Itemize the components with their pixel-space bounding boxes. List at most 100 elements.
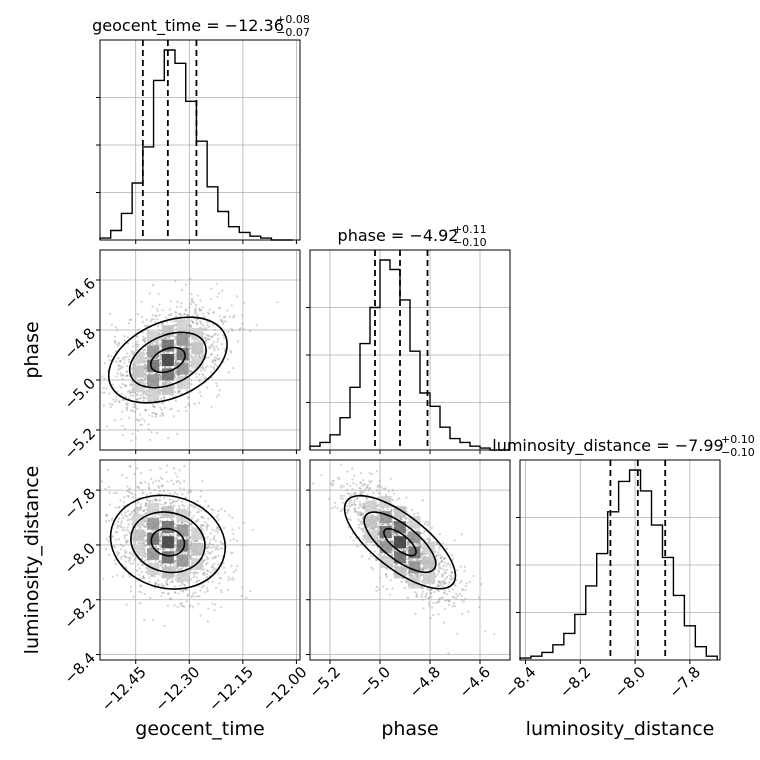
scatter-point (415, 558, 418, 561)
scatter-point (160, 594, 163, 597)
scatter-point (168, 533, 171, 536)
scatter-point (151, 415, 154, 418)
scatter-point (410, 558, 413, 562)
scatter-point (170, 597, 173, 600)
scatter-point (150, 317, 153, 321)
scatter-point (440, 575, 444, 578)
scatter-point (226, 588, 229, 591)
scatter-point (136, 429, 140, 432)
x-axis-label-geocent_time: geocent_time (135, 718, 264, 740)
scatter-point (134, 557, 137, 560)
scatter-point (195, 318, 199, 321)
scatter-point (368, 527, 371, 531)
scatter-point (206, 338, 209, 341)
scatter-point (166, 583, 169, 586)
scatter-point (116, 372, 119, 375)
scatter-point (493, 633, 496, 636)
scatter-point (121, 357, 125, 360)
density-cell (161, 354, 174, 366)
scatter-point (194, 591, 197, 594)
scatter-point (191, 595, 194, 598)
scatter-point (173, 335, 177, 338)
scatter-point (443, 607, 446, 610)
scatter-point (421, 556, 424, 559)
scatter-point (207, 517, 210, 520)
contour-inner (150, 527, 186, 557)
scatter-point (161, 549, 164, 552)
scatter-point (377, 526, 380, 529)
scatter-point (141, 417, 144, 420)
scatter-point (155, 315, 158, 318)
scatter-point (420, 546, 424, 549)
scatter-point (430, 526, 433, 530)
x-tick-label-geocent_time: −12.45 (98, 663, 150, 715)
scatter-point (174, 559, 177, 562)
scatter-point (151, 574, 154, 578)
scatter-point (404, 533, 407, 536)
scatter-point (184, 283, 187, 286)
scatter-point (217, 509, 220, 513)
panel-frame (309, 459, 511, 661)
scatter-point (184, 309, 188, 312)
scatter-point (185, 588, 188, 591)
scatter-point (362, 529, 365, 532)
scatter-point (144, 366, 147, 369)
density-cell (365, 515, 378, 528)
scatter-point (155, 499, 158, 502)
scatter-point (155, 356, 158, 360)
scatter-point (145, 318, 148, 321)
scatter-point (414, 612, 417, 616)
scatter-point (137, 328, 140, 331)
scatter-point (439, 556, 442, 559)
scatter-point (220, 319, 223, 322)
scatter-point (158, 498, 161, 501)
scatter-point (113, 340, 117, 343)
scatter-point (194, 595, 197, 598)
scatter-point (205, 326, 208, 329)
contour-middle (130, 511, 206, 574)
scatter-point (222, 316, 225, 319)
density-panel-phase-vs-geocent_time (96, 249, 301, 454)
scatter-point (381, 585, 385, 588)
scatter-point (128, 318, 131, 321)
scatter-point (170, 312, 173, 316)
scatter-point (130, 367, 133, 370)
scatter-point (170, 319, 173, 322)
scatter-point (437, 580, 440, 583)
scatter-point (207, 337, 210, 340)
scatter-point (445, 564, 448, 567)
scatter-point (132, 496, 135, 499)
scatter-point (118, 342, 121, 345)
scatter-point (154, 412, 158, 415)
scatter-point (130, 439, 133, 442)
scatter-point (174, 363, 177, 366)
scatter-point (214, 555, 217, 558)
scatter-point (198, 373, 201, 376)
scatter-point (158, 539, 161, 542)
scatter-point (174, 545, 177, 548)
scatter-point (114, 342, 117, 345)
scatter-point (139, 584, 142, 587)
scatter-point (191, 320, 194, 323)
scatter-point (362, 506, 365, 510)
scatter-point (144, 534, 147, 537)
scatter-point (179, 305, 182, 308)
scatter-point (131, 432, 134, 435)
scatter-point (179, 345, 182, 348)
scatter-point (169, 502, 172, 505)
scatter-point (173, 604, 176, 607)
scatter-point (114, 395, 118, 398)
scatter-point (444, 571, 447, 574)
scatter-point (174, 343, 177, 346)
scatter-point (170, 534, 173, 537)
scatter-point (168, 492, 171, 495)
scatter-point (158, 354, 162, 357)
scatter-point (203, 376, 206, 379)
contour-middle (363, 511, 437, 574)
scatter-point (451, 553, 454, 556)
scatter-point (126, 402, 129, 405)
scatter-point (236, 340, 239, 343)
scatter-point (342, 494, 345, 497)
scatter-point (112, 535, 115, 538)
scatter-point (176, 566, 179, 569)
